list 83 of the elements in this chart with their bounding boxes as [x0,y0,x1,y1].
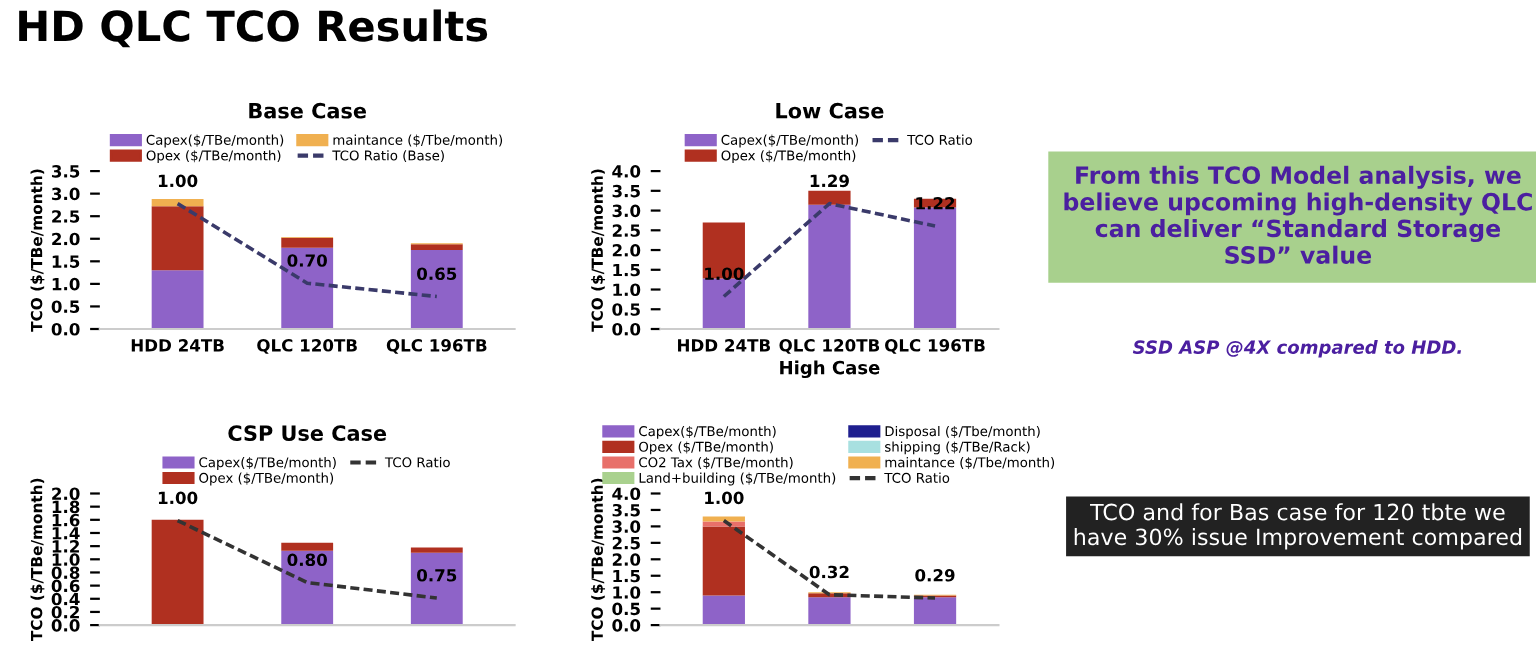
bar [151,519,204,626]
bar [808,204,851,329]
y-tick-label: 2.0 [52,487,80,501]
data-label: 1.00 [705,491,744,505]
y-tick-label: 0.0 [51,322,80,336]
y-tick-label: 0.8 [51,566,80,580]
y-tick-label: 1.0 [52,277,80,291]
y-tick-label: 1.5 [52,255,80,268]
y-tick-label: 3.0 [612,204,641,218]
data-label: 0.80 [287,553,327,567]
bar [281,247,334,329]
data-label: 1.00 [158,491,198,505]
data-label: 1.00 [158,174,198,188]
data-label: 0.65 [417,267,457,281]
y-tick-label: 2.0 [612,244,641,257]
x-tick-label: HDD 24TB [678,339,771,352]
y-tick-label: 3.5 [51,165,80,178]
y-tick-label: 3.0 [51,187,80,201]
y-tick-label: 1.0 [52,553,80,566]
bar [281,237,334,248]
data-label: 1.29 [810,174,849,188]
y-tick-label: 2.0 [612,553,641,566]
bar [702,595,745,626]
bar [702,222,745,279]
chart-title: Base Case [249,102,366,119]
bar [702,526,745,596]
bar [410,244,463,251]
data-label: 1.22 [916,196,955,210]
text: SSD ASP @4X compared to HDD. [1132,340,1462,358]
bar [410,547,463,553]
bar [151,199,204,207]
x-tick-label: QLC 196TB [885,339,985,354]
chart-title: CSP Use Case [228,425,387,442]
y-tick-label: 1.2 [52,540,79,553]
bar [808,190,851,205]
y-tick-label: 0.5 [612,303,640,316]
data-label: 0.29 [915,568,955,582]
y-tick-label: 0.5 [51,300,80,314]
bar [410,552,463,626]
text: TCO and for Bas case for 120 tbte we have 30% issue Improvement compared [1074,503,1522,550]
x-tick-label: QLC 120TB [779,339,880,354]
bar [808,597,851,626]
y-tick-label: 0.6 [51,579,80,593]
x-tick-label: QLC 120TB [257,339,357,354]
bar [151,270,204,329]
bar [702,278,745,329]
y-tick-label: 0.0 [612,322,641,336]
y-tick-label: 2.5 [52,210,80,223]
y-tick-label: 3.5 [612,184,640,198]
y-tick-label: 0.0 [51,619,80,632]
y-tick-label: 0.0 [612,619,641,632]
data-label: 0.75 [417,568,457,582]
y-tick-label: 0.4 [51,592,80,606]
y-tick-label: 0.5 [612,602,640,616]
y-tick-label: 1.0 [613,586,641,599]
bar [281,542,334,551]
text: From this TCO Model analysis, we believe upcoming high-density QLC can deliver “Standard Storage SSD” value [1064,165,1532,264]
bar [410,250,463,329]
x-tick-label: QLC 196TB [386,339,487,354]
text: HD QLC TCO Results [19,9,488,48]
x-axis-title: High Case [780,360,880,379]
bar [913,597,957,626]
y-tick-label: 4.0 [612,165,641,178]
y-tick-label: 2.5 [612,536,640,550]
y-tick-label: 1.0 [613,283,641,297]
y-tick-label: 1.5 [613,263,640,277]
y-tick-label: 0.2 [51,605,79,619]
y-tick-label: 2.5 [612,224,640,237]
x-tick-label: HDD 24TB [131,339,224,352]
data-label: 1.00 [705,267,744,281]
y-tick-label: 1.6 [52,513,80,527]
bar [913,207,957,329]
data-label: 0.70 [287,254,327,267]
chart-title: Low Case [776,102,884,119]
bar [151,206,204,271]
y-tick-label: 3.0 [612,520,641,533]
data-label: 0.32 [809,565,849,579]
y-tick-label: 1.8 [52,500,80,514]
y-tick-label: 2.0 [52,232,80,246]
y-tick-label: 3.5 [612,503,640,517]
y-tick-label: 4.0 [612,487,641,501]
y-tick-label: 1.4 [52,527,80,540]
y-tick-label: 1.5 [613,569,640,583]
